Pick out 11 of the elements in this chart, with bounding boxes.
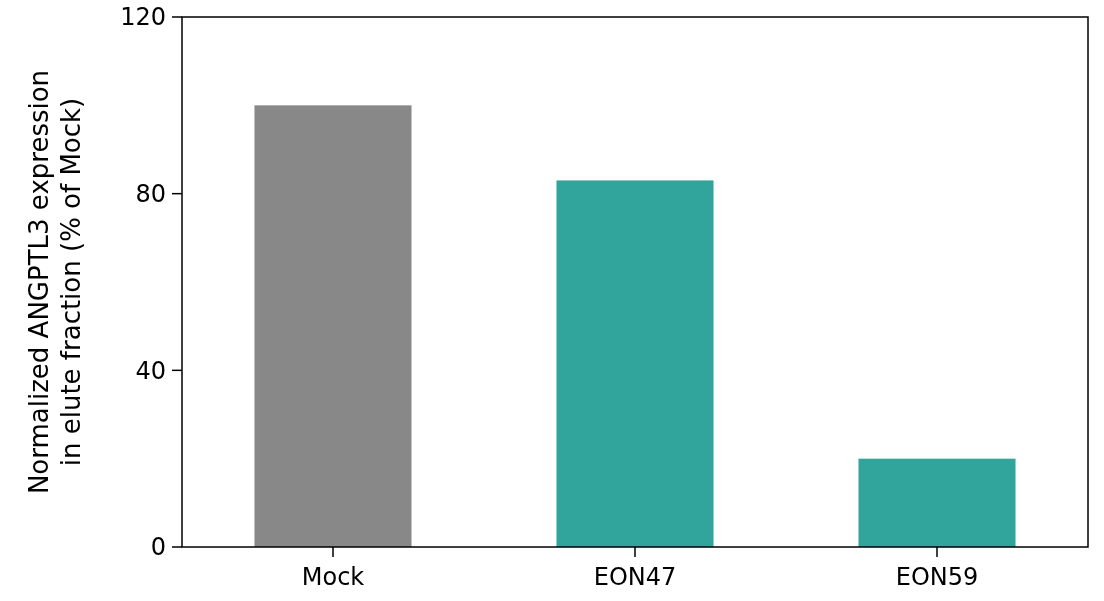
y-tick-label: 120 (120, 3, 166, 32)
y-tick-label: 40 (135, 356, 166, 385)
x-tick-label: Mock (301, 563, 365, 591)
bar (858, 458, 1016, 547)
y-tick-label: 0 (150, 533, 166, 562)
y-tick-label: 80 (135, 180, 166, 209)
y-axis-title: Normalized ANGPTL3 expression in elute fraction (% of Mock) (24, 69, 86, 495)
x-tick-label: EON47 (593, 563, 677, 591)
x-tick-label: EON59 (895, 563, 979, 591)
bar (556, 180, 714, 547)
bar (254, 105, 412, 547)
